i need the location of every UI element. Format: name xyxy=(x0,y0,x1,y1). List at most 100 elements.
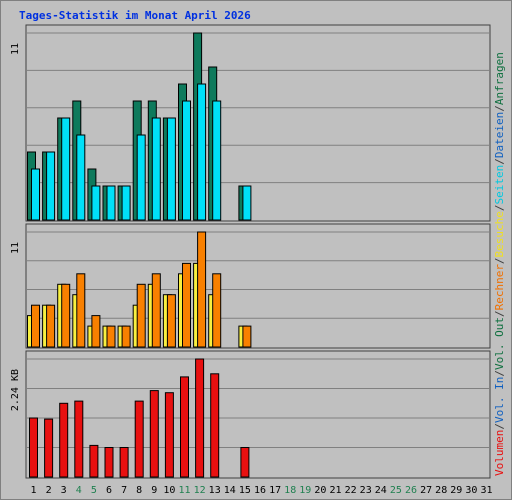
panels: 11 11 2.24 KB xyxy=(10,24,491,479)
day-label-24: 24 xyxy=(375,485,387,496)
day-label-23: 23 xyxy=(360,485,372,496)
day-label-30: 30 xyxy=(465,485,477,496)
bar-dateien-day-2 xyxy=(46,151,56,221)
bar-volumen-day-3 xyxy=(59,402,69,478)
day-label-22: 22 xyxy=(345,485,357,496)
bar-volumen-day-8 xyxy=(134,400,144,478)
plot-area-bottom xyxy=(25,350,491,479)
legend-entry-9: / xyxy=(493,204,506,211)
day-label-5: 5 xyxy=(91,485,97,496)
bar-dateien-day-1 xyxy=(31,168,40,221)
bar-volumen-day-10 xyxy=(164,392,174,478)
bar-rechner-day-13 xyxy=(212,273,222,348)
bar-volumen-day-11 xyxy=(180,376,189,478)
day-label-29: 29 xyxy=(450,485,462,496)
bar-volumen-day-9 xyxy=(149,390,159,478)
bar-rechner-day-3 xyxy=(61,283,71,348)
bar-dateien-day-11 xyxy=(182,100,191,221)
day-label-16: 16 xyxy=(254,485,266,496)
bar-volumen-day-15 xyxy=(240,447,250,478)
ymax-label-top: 11 xyxy=(10,43,21,55)
day-label-25: 25 xyxy=(390,485,402,496)
ymax-label-bottom: 2.24 KB xyxy=(10,369,21,411)
bar-dateien-day-10 xyxy=(166,117,176,221)
day-label-18: 18 xyxy=(284,485,296,496)
day-label-7: 7 xyxy=(121,485,127,496)
bar-rechner-day-4 xyxy=(76,273,86,348)
bar-dateien-day-15 xyxy=(242,185,252,221)
legend-entry-3: / xyxy=(493,370,506,377)
day-label-17: 17 xyxy=(269,485,281,496)
bar-rechner-day-10 xyxy=(166,294,176,348)
legend-text: Volumen/Vol. In/Vol. Out/Rechner/Besuche… xyxy=(493,52,506,476)
day-label-4: 4 xyxy=(76,485,82,496)
day-label-2: 2 xyxy=(46,485,52,496)
bar-volumen-day-4 xyxy=(74,400,84,478)
bar-volumen-day-12 xyxy=(195,358,205,478)
bar-dateien-day-6 xyxy=(106,185,116,221)
legend-entry-0: Volumen xyxy=(493,430,506,476)
day-label-26: 26 xyxy=(405,485,417,496)
day-label-11: 11 xyxy=(178,485,190,496)
bar-rechner-day-7 xyxy=(121,325,131,348)
ymax-label-middle: 11 xyxy=(10,242,21,254)
bar-rechner-day-8 xyxy=(136,283,146,348)
bar-rechner-day-11 xyxy=(182,262,191,348)
bar-volumen-day-6 xyxy=(104,447,114,478)
bar-rechner-day-5 xyxy=(91,315,101,348)
day-label-12: 12 xyxy=(194,485,206,496)
day-label-10: 10 xyxy=(163,485,175,496)
legend-entry-7: / xyxy=(493,257,506,264)
day-label-27: 27 xyxy=(420,485,432,496)
panel-bottom: 2.24 KB xyxy=(10,350,491,479)
legend-entry-12: Dateien xyxy=(493,112,506,158)
bar-dateien-day-8 xyxy=(136,134,146,221)
right-legend: Volumen/Vol. In/Vol. Out/Rechner/Besuche… xyxy=(493,52,506,476)
panel-top: 11 xyxy=(10,24,491,222)
legend-entry-13: / xyxy=(493,105,506,112)
day-label-19: 19 xyxy=(299,485,311,496)
bar-volumen-day-1 xyxy=(29,417,38,478)
bar-dateien-day-12 xyxy=(197,83,207,221)
bar-dateien-day-9 xyxy=(151,117,161,221)
bar-volumen-day-5 xyxy=(89,444,99,478)
bar-rechner-day-6 xyxy=(106,325,116,348)
day-label-3: 3 xyxy=(61,485,67,496)
bar-rechner-day-1 xyxy=(31,304,40,348)
bar-dateien-day-3 xyxy=(61,117,71,221)
bar-dateien-day-4 xyxy=(76,134,86,221)
legend-entry-14: Anfragen xyxy=(493,52,506,105)
day-label-14: 14 xyxy=(224,485,236,496)
legend-entry-2: Vol. In xyxy=(493,377,506,423)
day-label-6: 6 xyxy=(106,485,112,496)
legend-entry-5: / xyxy=(493,310,506,317)
bar-rechner-day-9 xyxy=(151,273,161,348)
legend-entry-4: Vol. Out xyxy=(493,317,506,370)
bar-dateien-day-13 xyxy=(212,100,222,221)
day-label-28: 28 xyxy=(435,485,447,496)
bar-dateien-day-5 xyxy=(91,185,101,221)
day-label-21: 21 xyxy=(329,485,341,496)
bar-volumen-day-13 xyxy=(210,373,220,478)
day-label-13: 13 xyxy=(209,485,221,496)
legend-entry-6: Rechner xyxy=(493,264,506,311)
bar-volumen-day-7 xyxy=(119,447,129,478)
day-label-1: 1 xyxy=(30,485,36,496)
bar-rechner-day-2 xyxy=(46,304,56,348)
legend-entry-11: / xyxy=(493,158,506,165)
bar-volumen-day-2 xyxy=(44,418,54,478)
day-label-15: 15 xyxy=(239,485,251,496)
legend-entry-1: / xyxy=(493,423,506,430)
day-label-31: 31 xyxy=(480,485,492,496)
day-label-9: 9 xyxy=(151,485,157,496)
day-label-20: 20 xyxy=(314,485,326,496)
day-labels: 1 2 3 4 5 6 7 8 9 10 11 12 13 14 15 16 17 18 19 20 21 22 23 24 2… xyxy=(30,485,492,496)
day-label-8: 8 xyxy=(136,485,142,496)
panel-middle: 11 xyxy=(10,223,491,349)
bar-dateien-day-7 xyxy=(121,185,131,221)
bar-rechner-day-12 xyxy=(197,231,207,348)
legend-entry-8: Besuche xyxy=(493,211,506,257)
chart-title: Tages-Statistik im Monat April 2026 xyxy=(19,9,251,22)
bar-rechner-day-15 xyxy=(242,325,252,348)
